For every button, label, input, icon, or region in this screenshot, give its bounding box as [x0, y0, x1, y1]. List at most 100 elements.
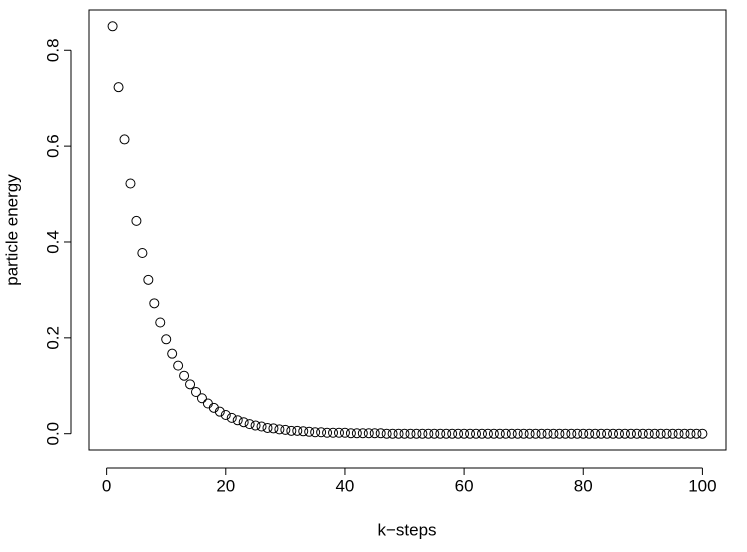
x-tick-label: 20	[216, 476, 235, 495]
point	[304, 426, 315, 437]
point	[226, 412, 237, 423]
point	[625, 428, 636, 439]
point	[453, 428, 464, 439]
point	[518, 428, 529, 439]
point	[500, 428, 511, 439]
point	[220, 410, 231, 421]
x-tick-label: 80	[574, 476, 593, 495]
point	[316, 427, 327, 438]
point	[286, 425, 297, 436]
point	[649, 428, 660, 439]
point	[232, 415, 243, 426]
point	[685, 428, 696, 439]
point	[244, 419, 255, 430]
point	[560, 428, 571, 439]
point	[596, 428, 607, 439]
point	[369, 428, 380, 439]
point	[530, 428, 541, 439]
y-tick-label: 0.2	[43, 326, 62, 350]
x-tick-label: 100	[688, 476, 716, 495]
point	[619, 428, 630, 439]
y-axis-label: particle energy	[2, 174, 21, 286]
point	[399, 428, 410, 439]
point	[643, 428, 654, 439]
point	[363, 428, 374, 439]
point	[429, 428, 440, 439]
x-tick-label: 0	[102, 476, 111, 495]
point	[506, 428, 517, 439]
y-tick-label: 0.4	[43, 230, 62, 254]
point	[631, 428, 642, 439]
point	[613, 428, 624, 439]
point	[667, 428, 678, 439]
point	[333, 427, 344, 438]
point	[202, 398, 213, 409]
point	[572, 428, 583, 439]
point	[256, 421, 267, 432]
point	[196, 393, 207, 404]
point	[387, 428, 398, 439]
y-tick-label: 0.6	[43, 134, 62, 158]
point	[554, 428, 565, 439]
point	[185, 379, 196, 390]
y-tick-label: 0.8	[43, 38, 62, 62]
point	[339, 427, 350, 438]
point	[125, 178, 136, 189]
point	[548, 428, 559, 439]
point	[310, 427, 321, 438]
point	[393, 428, 404, 439]
point	[417, 428, 428, 439]
point	[488, 428, 499, 439]
x-tick-label: 40	[335, 476, 354, 495]
y-tick-label: 0.0	[43, 422, 62, 446]
point	[584, 428, 595, 439]
point	[536, 428, 547, 439]
point	[691, 428, 702, 439]
point	[441, 428, 452, 439]
point	[238, 417, 249, 428]
point	[131, 215, 142, 226]
point	[262, 422, 273, 433]
point	[274, 424, 285, 435]
point	[161, 334, 172, 345]
point	[566, 428, 577, 439]
point	[107, 21, 118, 32]
point	[119, 134, 130, 145]
point	[328, 427, 339, 438]
point	[405, 428, 416, 439]
point	[673, 428, 684, 439]
point	[476, 428, 487, 439]
point	[113, 82, 124, 93]
point	[602, 428, 613, 439]
point	[357, 428, 368, 439]
point	[137, 248, 148, 259]
point	[471, 428, 482, 439]
point	[345, 428, 356, 439]
point	[322, 427, 333, 438]
point	[661, 428, 672, 439]
point	[298, 426, 309, 437]
point	[173, 360, 184, 371]
point	[411, 428, 422, 439]
point	[208, 402, 219, 413]
point	[512, 428, 523, 439]
point	[375, 428, 386, 439]
point	[292, 425, 303, 436]
point	[155, 317, 166, 328]
point	[590, 428, 601, 439]
point	[637, 428, 648, 439]
point	[381, 428, 392, 439]
point	[542, 428, 553, 439]
point	[655, 428, 666, 439]
point	[268, 423, 279, 434]
point	[143, 274, 154, 285]
point	[482, 428, 493, 439]
point	[578, 428, 589, 439]
point	[167, 348, 178, 359]
point	[179, 370, 190, 381]
point	[447, 428, 458, 439]
point	[351, 428, 362, 439]
point	[465, 428, 476, 439]
point	[524, 428, 535, 439]
